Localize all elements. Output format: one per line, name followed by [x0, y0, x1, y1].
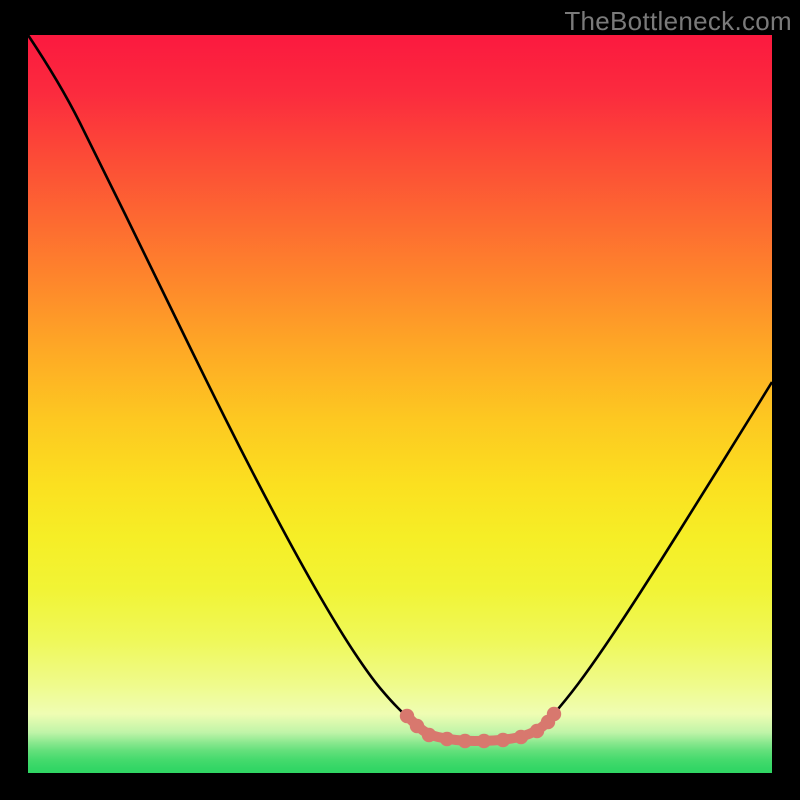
- bottleneck-chart: [0, 0, 800, 800]
- marker-dot: [496, 733, 510, 747]
- marker-dot: [458, 734, 472, 748]
- marker-dot: [422, 728, 436, 742]
- marker-dot: [477, 734, 491, 748]
- gradient-plot-area: [28, 35, 772, 773]
- marker-dot: [514, 730, 528, 744]
- watermark-text: TheBottleneck.com: [564, 6, 792, 37]
- marker-dot: [410, 719, 424, 733]
- marker-dot: [547, 707, 561, 721]
- marker-dot: [440, 732, 454, 746]
